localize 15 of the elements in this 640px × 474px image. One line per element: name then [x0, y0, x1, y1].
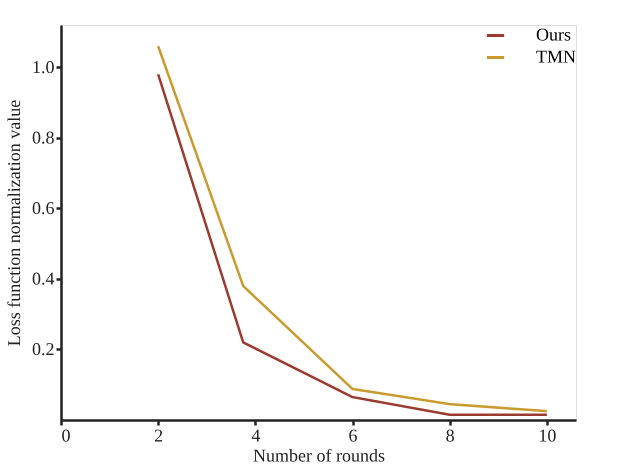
- x-tick-label: 6: [348, 426, 358, 446]
- x-tick-label: 10: [538, 426, 556, 446]
- y-tick-label: 1.0: [32, 56, 54, 77]
- x-tick-label: 0: [62, 426, 70, 446]
- x-axis-title: Number of rounds: [253, 446, 385, 466]
- x-tick-label: 8: [446, 426, 455, 446]
- y-tick-label: 0.8: [32, 127, 54, 148]
- x-tick-label: 2: [154, 426, 164, 446]
- y-tick-label: 0.4: [32, 268, 54, 288]
- legend-label: Ours: [536, 24, 571, 44]
- y-tick-label: 0.2: [32, 338, 54, 359]
- legend-label: TMN: [536, 46, 576, 66]
- y-tick-label: 0.6: [32, 198, 54, 218]
- x-tick-label: 4: [251, 426, 260, 446]
- y-axis-title: Loss function normalization value: [4, 100, 24, 346]
